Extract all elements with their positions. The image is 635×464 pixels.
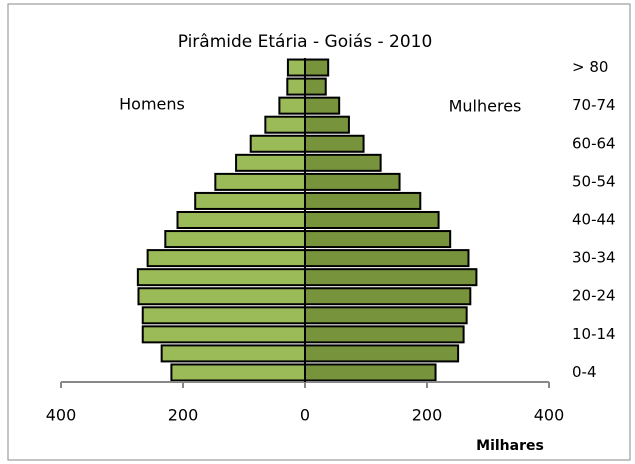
bar bbox=[214, 172, 306, 191]
y-tick-label: 40-44 bbox=[572, 211, 616, 229]
bar bbox=[304, 210, 440, 230]
legend-left: Homens bbox=[119, 95, 185, 114]
bar bbox=[176, 210, 306, 230]
x-tick-label: 200 bbox=[412, 406, 443, 425]
bar bbox=[286, 77, 306, 96]
bar bbox=[136, 268, 306, 287]
legend-right: Mulheres bbox=[449, 97, 522, 116]
bar bbox=[304, 58, 330, 77]
y-tick-label: 0-4 bbox=[572, 363, 597, 381]
bar bbox=[264, 115, 307, 134]
x-tick-label: 400 bbox=[534, 406, 565, 425]
y-tick-label: 30-34 bbox=[572, 249, 616, 267]
bar bbox=[141, 306, 306, 325]
y-tick-label: > 80 bbox=[572, 58, 608, 76]
y-tick-label: 60-64 bbox=[572, 134, 616, 152]
bar bbox=[170, 363, 306, 382]
bar bbox=[304, 306, 468, 325]
bar bbox=[304, 344, 460, 363]
bar bbox=[304, 363, 437, 382]
bar bbox=[304, 134, 365, 153]
y-tick-label: 70-74 bbox=[572, 96, 616, 114]
y-tick-label: 20-24 bbox=[572, 287, 616, 305]
bar bbox=[286, 58, 307, 77]
bar bbox=[141, 325, 306, 344]
x-tick-label: 400 bbox=[46, 406, 77, 425]
y-tick-label: 10-14 bbox=[572, 325, 616, 343]
bar bbox=[194, 191, 306, 210]
bar bbox=[137, 287, 306, 306]
bar bbox=[160, 344, 306, 363]
x-tick-label: 200 bbox=[168, 406, 199, 425]
chart-title: Pirâmide Etária - Goiás - 2010 bbox=[178, 32, 433, 52]
x-axis-label: Milhares bbox=[476, 438, 544, 454]
bar bbox=[164, 230, 306, 249]
bar bbox=[304, 77, 327, 96]
bar bbox=[146, 249, 306, 268]
bar bbox=[235, 153, 307, 172]
bar bbox=[304, 249, 470, 268]
bar bbox=[304, 325, 465, 344]
bar bbox=[304, 96, 341, 115]
y-tick-label: 50-54 bbox=[572, 172, 616, 190]
bar bbox=[304, 115, 350, 134]
bar bbox=[304, 287, 472, 306]
bar bbox=[304, 191, 422, 210]
bar bbox=[304, 153, 382, 172]
bar bbox=[304, 268, 478, 287]
bar bbox=[249, 134, 307, 153]
bar bbox=[278, 96, 307, 115]
x-tick-label: 0 bbox=[300, 406, 310, 425]
bar bbox=[304, 172, 401, 191]
bar bbox=[304, 230, 452, 249]
